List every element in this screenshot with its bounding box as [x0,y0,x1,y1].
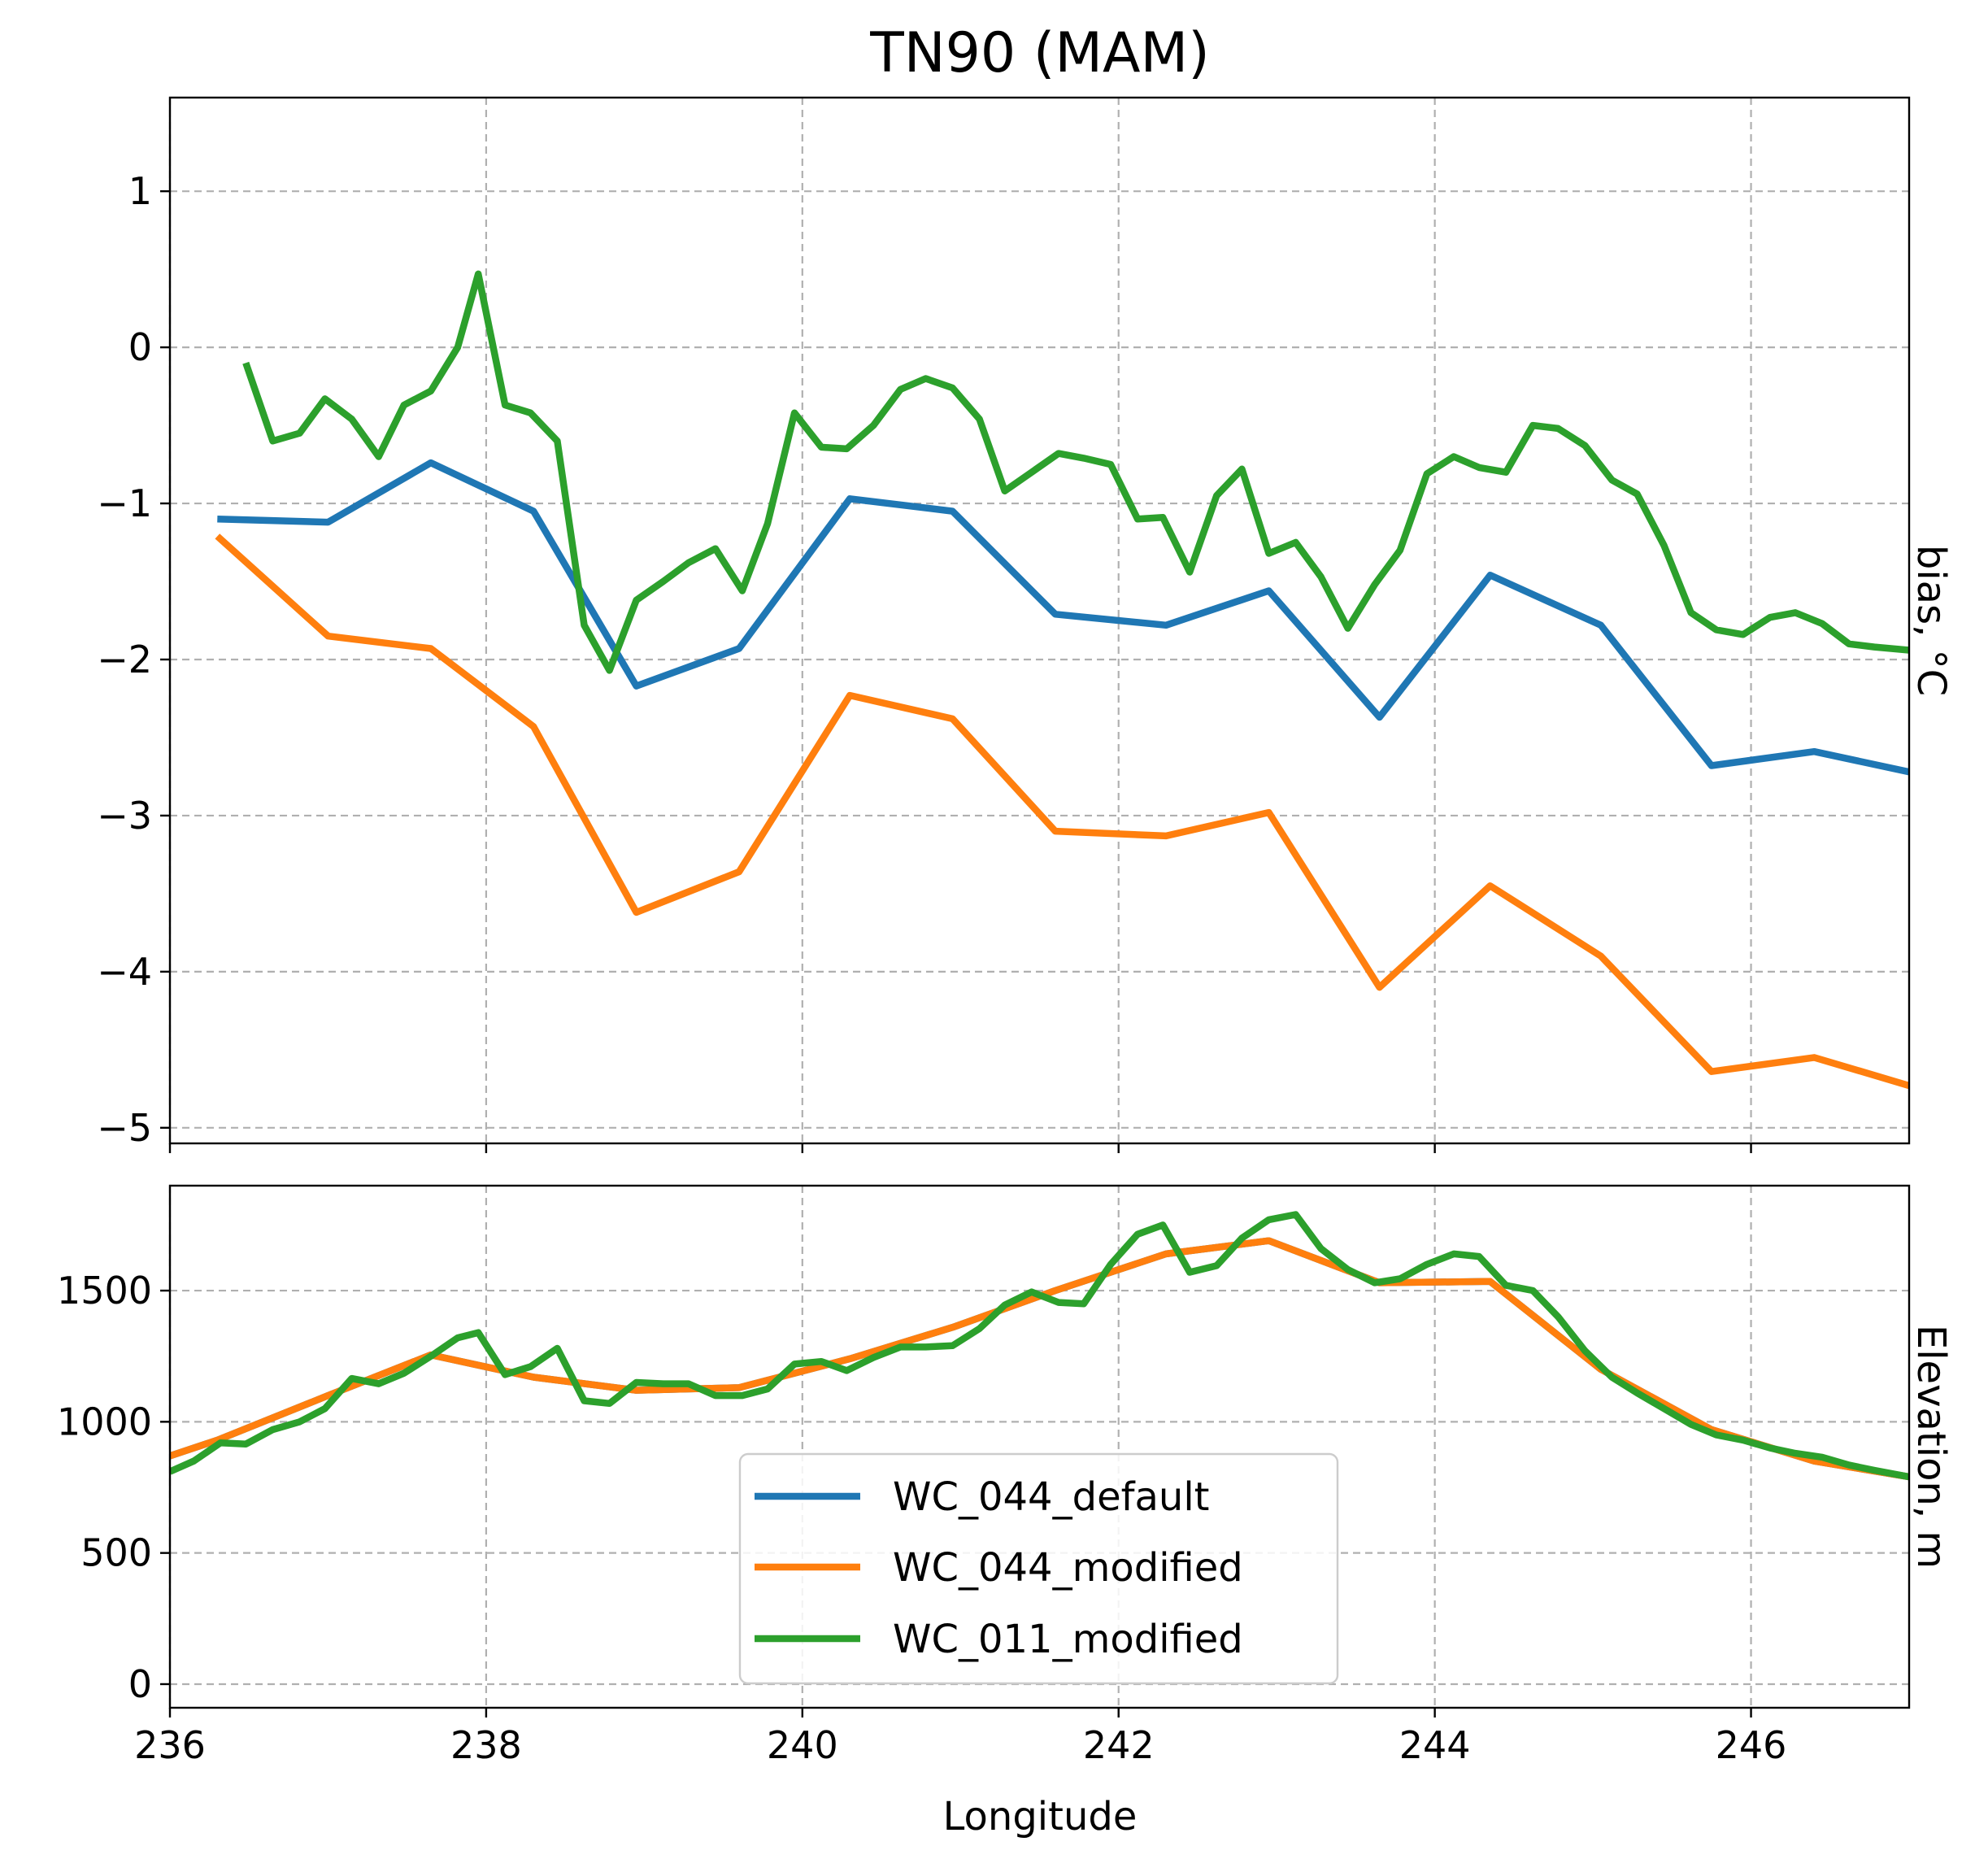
bias-series [215,270,1909,1090]
legend-label-wc-011-modified: WC_011_modified [893,1617,1243,1662]
legend-label-wc-044-modified: WC_044_modified [893,1545,1243,1591]
bias-y-tick-label: 0 [128,325,152,369]
bias-y-tick-label: −4 [97,950,152,994]
chart-title: TN90 (MAM) [869,21,1209,85]
elevation-line-wc-011-modified [170,1211,1909,1481]
bias-line-wc-044-default [217,459,1909,776]
x-tick-label: 236 [134,1723,206,1767]
bias-line-wc-044-modified [215,533,1909,1090]
bias-y-tick-label: −2 [97,638,152,681]
x-tick-label: 244 [1399,1723,1471,1767]
bias-series-group [215,270,1909,1090]
x-axis-label: Longitude [943,1794,1138,1839]
x-tick-label: 242 [1083,1723,1155,1767]
elevation-series [170,1211,1909,1481]
bias-y-tick-label: −1 [97,481,152,525]
bias-axes-frame [168,96,1911,1145]
bias-line-wc-011-modified [242,270,1909,674]
x-tick-label: 240 [767,1723,838,1767]
bias-panel: 1 0 −1 −2 −3 −4 −5 bias, °C [97,96,1954,1153]
elevation-series-group [170,1211,1909,1481]
elevation-y-tick-label: 1500 [57,1269,152,1313]
bias-gridlines [168,98,1909,1143]
elevation-y-tick-label: 0 [128,1662,152,1706]
x-tick-label: 238 [450,1723,522,1767]
elevation-y-tick-label: 1000 [57,1400,152,1443]
elevation-y-tick-label: 500 [80,1531,152,1575]
bias-y-tick-label: −3 [97,794,152,838]
bias-y-tick-label: 1 [128,169,152,213]
legend-label-wc-044-default: WC_044_default [893,1474,1209,1520]
elevation-ylabel: Elevation, m [1908,1325,1954,1569]
x-tick-label: 246 [1716,1723,1787,1767]
legend-box [738,1452,1339,1685]
elevation-axes-frame [168,1184,1911,1709]
bias-ticks: 1 0 −1 −2 −3 −4 −5 [97,169,1752,1153]
elevation-panel: 236 238 240 242 244 246 0 500 1000 1500 Elevation… [57,1184,1954,1839]
bias-ylabel: bias, °C [1908,545,1954,696]
bias-y-tick-label: −5 [97,1106,152,1150]
legend: WC_044_default WC_044_modified WC_011_mo… [738,1452,1339,1685]
elevation-ticks: 236 238 240 242 244 246 0 500 1000 1500 [57,1269,1787,1767]
